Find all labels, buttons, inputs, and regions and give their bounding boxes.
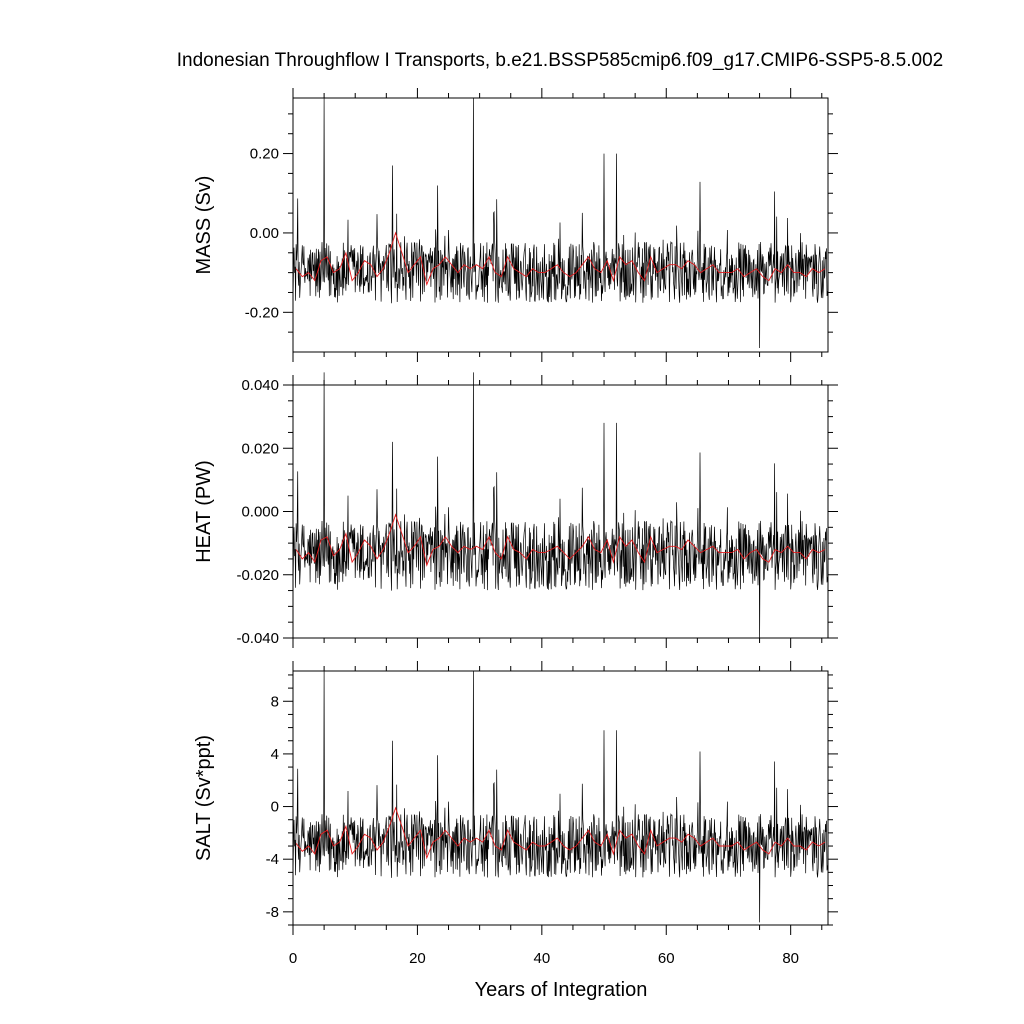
y-tick-label: 8	[271, 693, 279, 710]
monthly-series-line	[292, 670, 828, 923]
y-tick-label: 0	[271, 799, 279, 816]
x-tick-label: 60	[658, 950, 675, 967]
y-tick-label: -8	[266, 904, 279, 921]
monthly-series-line	[292, 372, 828, 642]
x-axis-label: Years of Integration	[475, 979, 648, 1001]
y-tick-label: -4	[266, 851, 279, 868]
panels: -0.20 0.00 0.20 MASS (Sv) -0.040 -0.020 0.000 0…	[193, 88, 838, 967]
y-tick-label: -0.040	[236, 630, 279, 647]
plot-frame	[292, 97, 829, 353]
annual-mean-line	[295, 513, 826, 567]
plot-frame	[292, 384, 829, 639]
x-tick-label: 20	[409, 950, 426, 967]
y-tick-label: -0.020	[236, 567, 279, 584]
x-tick-label: 80	[782, 950, 799, 967]
panel-1: -0.20 0.00 0.20 MASS (Sv)	[193, 88, 838, 362]
y-axis-label: SALT (Sv*ppt)	[193, 735, 215, 861]
y-tick-label: -0.20	[245, 304, 279, 321]
y-tick-label: 4	[271, 746, 279, 763]
y-tick-label: 0.00	[250, 225, 279, 242]
panel-3: -8 -4 0 4 8 SALT (Sv*ppt) 0 20 40 60 80	[193, 661, 838, 967]
x-tick-label: 40	[533, 950, 550, 967]
y-tick-label: 0.020	[241, 440, 279, 457]
y-axis-label: HEAT (PW)	[193, 460, 215, 563]
y-tick-label: 0.000	[241, 504, 279, 521]
monthly-series-line	[292, 97, 828, 349]
chart-title: Indonesian Throughflow I Transports, b.e…	[177, 50, 943, 71]
panel-2: -0.040 -0.020 0.000 0.020 0.040 HEAT (PW)	[193, 372, 838, 648]
annual-mean-line	[295, 806, 826, 860]
x-tick-label: 0	[289, 950, 297, 967]
y-tick-label: 0.040	[241, 377, 279, 394]
plot-frame	[292, 670, 829, 926]
annual-mean-line	[295, 231, 826, 287]
y-axis-label: MASS (Sv)	[193, 176, 215, 275]
y-tick-label: 0.20	[250, 146, 279, 163]
